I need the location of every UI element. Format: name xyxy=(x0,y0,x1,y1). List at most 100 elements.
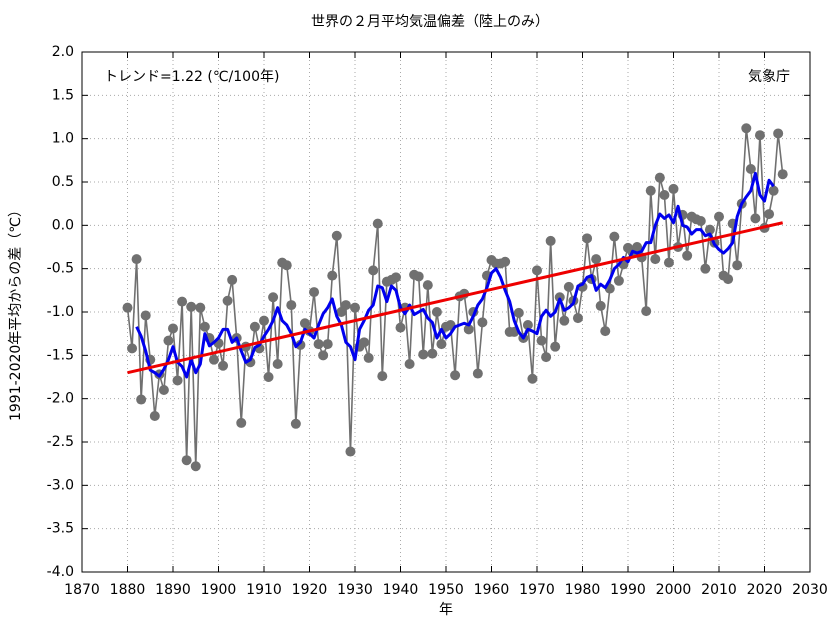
x-tick-label: 1980 xyxy=(565,582,601,598)
y-tick-label: -3.5 xyxy=(47,521,74,537)
chart-title: 世界の２月平均気温偏差（陸上のみ） xyxy=(311,14,549,30)
data-point xyxy=(745,164,756,174)
x-tick-label: 1970 xyxy=(519,582,555,598)
data-point xyxy=(754,130,765,141)
data-point xyxy=(418,349,429,360)
x-tick-label: 1880 xyxy=(110,582,146,598)
data-point xyxy=(654,172,665,183)
data-point xyxy=(158,385,169,395)
data-point xyxy=(732,260,743,271)
data-point xyxy=(773,128,784,139)
data-point xyxy=(140,310,151,321)
data-point xyxy=(668,183,679,194)
data-point xyxy=(299,318,310,329)
data-point xyxy=(472,368,483,379)
source-annotation: 気象庁 xyxy=(748,69,790,85)
x-tick-label: 1930 xyxy=(337,582,373,598)
data-point xyxy=(172,375,183,386)
data-point xyxy=(259,315,269,326)
x-tick-label: 2010 xyxy=(701,582,737,598)
data-point xyxy=(295,339,306,350)
data-point xyxy=(422,280,433,291)
data-point xyxy=(331,230,342,241)
y-tick-label: -2.0 xyxy=(47,391,74,407)
x-tick-label: 1920 xyxy=(292,582,328,598)
y-tick-label: -2.5 xyxy=(47,434,74,450)
data-point xyxy=(450,370,461,381)
data-point xyxy=(582,233,593,244)
data-point xyxy=(350,302,360,313)
data-point xyxy=(186,301,197,312)
x-axis-label: 年 xyxy=(439,602,453,618)
data-point xyxy=(714,211,724,222)
data-point xyxy=(359,337,370,348)
trend-annotation: トレンド=1.22 (℃/100年) xyxy=(104,69,279,85)
data-point xyxy=(700,263,711,274)
data-point xyxy=(404,359,415,369)
x-tick-label: 1960 xyxy=(474,582,510,598)
data-point xyxy=(527,373,538,384)
data-point xyxy=(122,302,133,313)
data-point xyxy=(500,256,511,267)
data-point xyxy=(290,418,301,429)
data-point xyxy=(659,190,670,200)
data-point xyxy=(368,265,379,276)
data-point xyxy=(363,352,374,363)
data-point xyxy=(136,394,147,405)
plot-frame xyxy=(81,51,811,573)
data-point xyxy=(168,323,178,334)
data-point xyxy=(463,324,474,335)
data-point xyxy=(263,372,274,382)
data-point xyxy=(572,313,583,324)
y-tick-label: 2.0 xyxy=(52,44,74,60)
data-point xyxy=(390,272,401,283)
x-tick-label: 1900 xyxy=(201,582,237,598)
data-point xyxy=(513,307,524,318)
data-point xyxy=(340,300,351,311)
x-tick-label: 2020 xyxy=(747,582,783,598)
data-point xyxy=(541,352,552,363)
data-point xyxy=(177,296,188,307)
data-point xyxy=(600,326,611,337)
x-tick-label: 1940 xyxy=(383,582,419,598)
data-point xyxy=(704,224,715,235)
data-point xyxy=(181,455,192,466)
y-tick-label: -1.0 xyxy=(47,304,74,320)
y-tick-label: -4.0 xyxy=(47,564,74,580)
x-tick-label: 1890 xyxy=(155,582,191,598)
data-point xyxy=(322,339,333,350)
data-point xyxy=(272,359,283,369)
x-tick-label: 1910 xyxy=(246,582,282,598)
data-point xyxy=(227,274,238,285)
data-point xyxy=(195,302,206,313)
data-point xyxy=(741,123,752,134)
data-point xyxy=(431,307,442,317)
data-point xyxy=(208,354,219,365)
data-point xyxy=(554,292,565,303)
y-tick-label: 0.0 xyxy=(52,217,74,233)
y-tick-label: -3.0 xyxy=(47,477,74,493)
data-point xyxy=(723,274,734,285)
data-point xyxy=(309,287,320,298)
data-point xyxy=(218,360,229,371)
x-tick-label: 2030 xyxy=(792,582,828,598)
data-point xyxy=(427,348,438,359)
data-point xyxy=(199,321,210,332)
x-tick-label: 1950 xyxy=(428,582,464,598)
data-point xyxy=(149,411,160,421)
data-point xyxy=(268,292,279,303)
data-point xyxy=(559,315,570,326)
data-point xyxy=(327,270,338,281)
data-point xyxy=(650,254,661,265)
data-point xyxy=(313,339,324,350)
data-point xyxy=(281,260,292,271)
data-point xyxy=(318,350,329,361)
data-point xyxy=(545,235,556,246)
data-point xyxy=(131,254,142,265)
series-line xyxy=(127,221,784,375)
y-tick-label: -0.5 xyxy=(47,261,74,277)
data-point xyxy=(768,185,779,196)
data-point xyxy=(750,213,761,224)
data-point xyxy=(190,461,201,472)
